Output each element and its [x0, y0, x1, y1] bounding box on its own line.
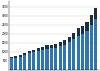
Bar	[14, 56, 17, 58]
Bar	[72, 33, 75, 39]
Bar	[54, 44, 57, 48]
Bar	[41, 47, 44, 50]
Bar	[81, 26, 84, 34]
Bar	[54, 48, 57, 70]
Bar	[28, 53, 31, 70]
Bar	[94, 8, 98, 19]
Bar	[77, 36, 80, 70]
Bar	[59, 42, 62, 46]
Bar	[41, 50, 44, 70]
Bar	[14, 58, 17, 70]
Bar	[63, 40, 66, 45]
Bar	[72, 39, 75, 70]
Bar	[19, 57, 22, 70]
Bar	[10, 58, 13, 70]
Bar	[32, 52, 35, 70]
Bar	[10, 57, 13, 58]
Bar	[45, 45, 48, 49]
Bar	[28, 51, 31, 53]
Bar	[19, 55, 22, 57]
Bar	[45, 49, 48, 70]
Bar	[23, 55, 26, 70]
Bar	[68, 42, 71, 70]
Bar	[77, 28, 80, 36]
Bar	[86, 22, 89, 31]
Bar	[36, 51, 40, 70]
Bar	[32, 50, 35, 52]
Bar	[81, 34, 84, 70]
Bar	[59, 46, 62, 70]
Bar	[23, 53, 26, 55]
Bar	[68, 37, 71, 42]
Bar	[90, 15, 93, 25]
Bar	[50, 45, 53, 48]
Bar	[50, 48, 53, 70]
Bar	[86, 31, 89, 70]
Bar	[63, 45, 66, 70]
Bar	[90, 25, 93, 70]
Bar	[94, 19, 98, 70]
Bar	[36, 48, 40, 51]
